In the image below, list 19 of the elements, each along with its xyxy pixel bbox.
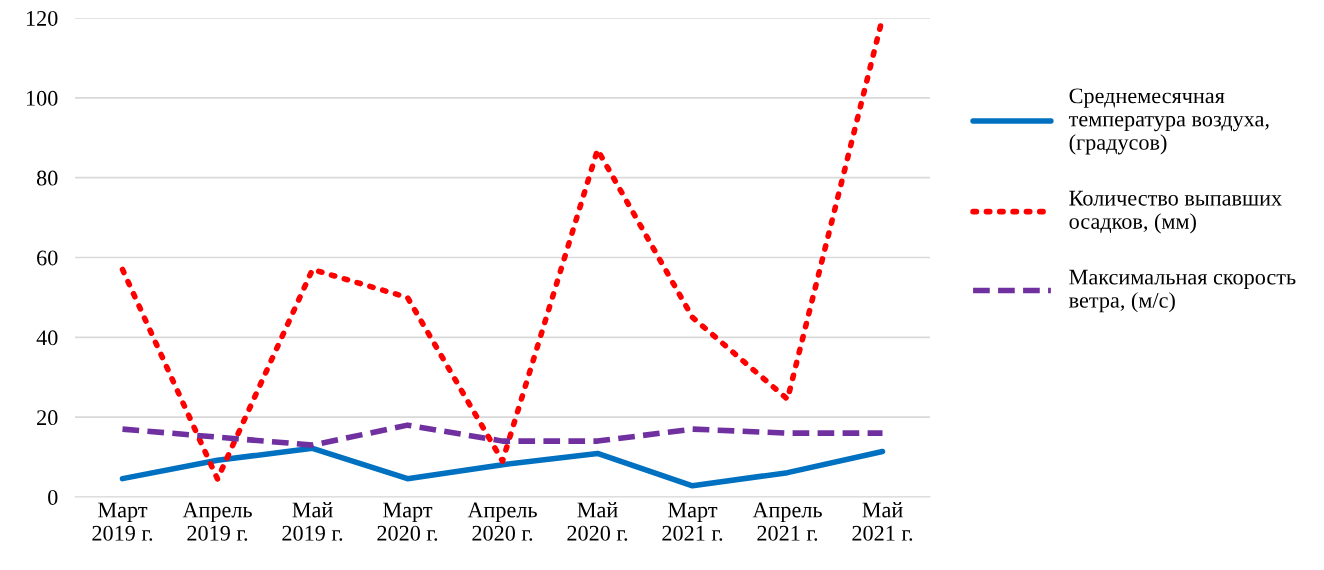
- x-tick-label: Май 2021 г.: [852, 502, 913, 541]
- y-tick-label: 60: [37, 250, 58, 266]
- y-tick-label: 100: [26, 90, 58, 106]
- legend-label: Количество выпавших осадков, (мм): [1069, 190, 1282, 234]
- x-tick-label: Апрель 2019 г.: [182, 502, 252, 541]
- x-tick-label: Март 2021 г.: [662, 502, 723, 541]
- x-tick-label: Апрель 2021 г.: [752, 502, 822, 541]
- y-tick-label: 20: [37, 410, 58, 426]
- legend-label: Максимальная скорость ветра, (м/с): [1069, 269, 1296, 313]
- x-tick-label: Май 2020 г.: [567, 502, 628, 541]
- y-tick-label: 0: [48, 489, 58, 505]
- legend-label: Среднемесячная температура воздуха, (градусов): [1068, 88, 1269, 155]
- y-tick-label: 120: [26, 10, 58, 26]
- x-tick-label: Март 2020 г.: [377, 502, 438, 541]
- y-tick-label: 80: [36, 170, 58, 186]
- x-tick-label: Апрель 2020 г.: [467, 502, 537, 541]
- y-tick-label: 40: [36, 330, 58, 346]
- x-tick-label: Май 2019 г.: [282, 502, 343, 541]
- x-tick-label: Март 2019 г.: [92, 502, 153, 541]
